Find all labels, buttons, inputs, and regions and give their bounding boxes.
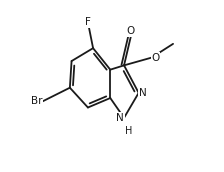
Text: O: O	[127, 26, 135, 36]
Text: H: H	[125, 126, 132, 136]
Text: N: N	[116, 113, 124, 123]
Text: Br: Br	[31, 96, 42, 106]
Text: N: N	[139, 88, 146, 98]
Text: O: O	[152, 53, 160, 63]
Text: F: F	[85, 17, 91, 27]
